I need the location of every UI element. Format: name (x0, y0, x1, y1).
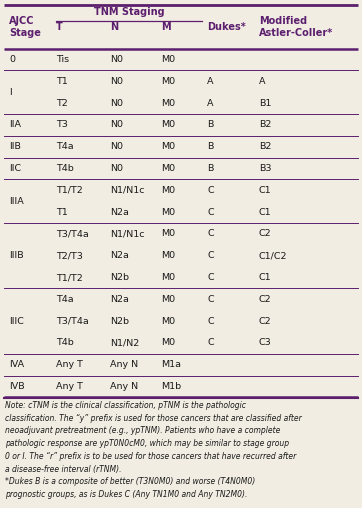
Text: M0: M0 (161, 99, 175, 108)
Text: C2: C2 (259, 316, 272, 326)
Text: T: T (56, 22, 63, 33)
Text: Dukes*: Dukes* (207, 22, 246, 32)
Text: C1: C1 (259, 208, 272, 217)
Text: IIC: IIC (9, 164, 21, 173)
Text: M1a: M1a (161, 360, 181, 369)
Text: neoadjuvant pretreatment (e.g., ypTNM). Patients who have a complete: neoadjuvant pretreatment (e.g., ypTNM). … (5, 426, 281, 435)
Text: pathologic response are ypT0N0cM0, which may be similar to stage group: pathologic response are ypT0N0cM0, which… (5, 439, 290, 448)
Text: C: C (207, 338, 214, 347)
Text: B: B (207, 164, 214, 173)
Text: Any N: Any N (110, 382, 139, 391)
Text: N0: N0 (110, 164, 123, 173)
Text: IIIC: IIIC (9, 316, 24, 326)
Text: T4a: T4a (56, 142, 74, 151)
Text: M: M (161, 22, 171, 33)
Text: 0 or I. The “r” prefix is to be used for those cancers that have recurred after: 0 or I. The “r” prefix is to be used for… (5, 452, 297, 461)
Text: T4b: T4b (56, 164, 74, 173)
Text: C: C (207, 208, 214, 217)
Text: T1/T2: T1/T2 (56, 273, 83, 282)
Text: N2a: N2a (110, 251, 129, 260)
Text: C: C (207, 316, 214, 326)
Text: B2: B2 (259, 142, 271, 151)
Text: C2: C2 (259, 295, 272, 304)
Text: N2a: N2a (110, 295, 129, 304)
Text: M0: M0 (161, 186, 175, 195)
Text: I: I (9, 88, 12, 97)
Text: C: C (207, 273, 214, 282)
Text: C: C (207, 186, 214, 195)
Text: M0: M0 (161, 251, 175, 260)
Text: A: A (207, 77, 214, 86)
Text: C: C (207, 295, 214, 304)
Text: Modified
Astler-Coller*: Modified Astler-Coller* (259, 16, 333, 38)
Text: B: B (207, 142, 214, 151)
Text: IIA: IIA (9, 120, 21, 130)
Text: Any N: Any N (110, 360, 139, 369)
Text: N0: N0 (110, 120, 123, 130)
Text: M0: M0 (161, 316, 175, 326)
Text: B1: B1 (259, 99, 271, 108)
Text: C2: C2 (259, 230, 272, 238)
Text: T3/T4a: T3/T4a (56, 316, 89, 326)
Text: M0: M0 (161, 295, 175, 304)
Text: B2: B2 (259, 120, 271, 130)
Text: M1b: M1b (161, 382, 181, 391)
Text: N0: N0 (110, 77, 123, 86)
Text: IIIA: IIIA (9, 197, 24, 206)
Text: M0: M0 (161, 120, 175, 130)
Text: M0: M0 (161, 164, 175, 173)
Text: N2b: N2b (110, 316, 129, 326)
Text: M0: M0 (161, 208, 175, 217)
Text: IIB: IIB (9, 142, 21, 151)
Text: Any T: Any T (56, 382, 83, 391)
Text: Note: cTNM is the clinical classification, pTNM is the pathologic: Note: cTNM is the clinical classificatio… (5, 401, 247, 410)
Text: M0: M0 (161, 55, 175, 64)
Text: B3: B3 (259, 164, 272, 173)
Text: C1: C1 (259, 273, 272, 282)
Text: N: N (110, 22, 118, 33)
Text: 0: 0 (9, 55, 15, 64)
Text: *Dukes B is a composite of better (T3N0M0) and worse (T4N0M0): *Dukes B is a composite of better (T3N0M… (5, 477, 256, 486)
Text: AJCC
Stage: AJCC Stage (9, 16, 41, 38)
Text: M0: M0 (161, 338, 175, 347)
Text: T1: T1 (56, 208, 68, 217)
Text: Tis: Tis (56, 55, 69, 64)
Text: IVB: IVB (9, 382, 25, 391)
Text: TNM Staging: TNM Staging (93, 7, 164, 17)
Text: M0: M0 (161, 230, 175, 238)
Text: C1/C2: C1/C2 (259, 251, 287, 260)
Text: M0: M0 (161, 77, 175, 86)
Text: Any T: Any T (56, 360, 83, 369)
Text: N1/N1c: N1/N1c (110, 186, 145, 195)
Text: T2: T2 (56, 99, 68, 108)
Text: T4b: T4b (56, 338, 74, 347)
Text: M0: M0 (161, 273, 175, 282)
Text: C1: C1 (259, 186, 272, 195)
Text: C3: C3 (259, 338, 272, 347)
Text: IIIB: IIIB (9, 251, 24, 260)
Text: N1/N1c: N1/N1c (110, 230, 145, 238)
Text: C: C (207, 230, 214, 238)
Text: prognostic groups, as is Dukes C (Any TN1M0 and Any TN2M0).: prognostic groups, as is Dukes C (Any TN… (5, 490, 248, 499)
Text: T1: T1 (56, 77, 68, 86)
Text: classification. The “y” prefix is used for those cancers that are classified aft: classification. The “y” prefix is used f… (5, 414, 302, 423)
Text: N1/N2: N1/N2 (110, 338, 140, 347)
Text: N0: N0 (110, 99, 123, 108)
Text: T3: T3 (56, 120, 68, 130)
Text: IVA: IVA (9, 360, 24, 369)
Text: C: C (207, 251, 214, 260)
Text: a disease-free interval (rTNM).: a disease-free interval (rTNM). (5, 464, 122, 473)
Text: T2/T3: T2/T3 (56, 251, 83, 260)
Text: T3/T4a: T3/T4a (56, 230, 89, 238)
Text: A: A (207, 99, 214, 108)
Text: N2b: N2b (110, 273, 129, 282)
Text: T1/T2: T1/T2 (56, 186, 83, 195)
Text: N0: N0 (110, 55, 123, 64)
Text: B: B (207, 120, 214, 130)
Text: A: A (259, 77, 265, 86)
Text: T4a: T4a (56, 295, 74, 304)
Text: N0: N0 (110, 142, 123, 151)
Text: N2a: N2a (110, 208, 129, 217)
Text: M0: M0 (161, 142, 175, 151)
